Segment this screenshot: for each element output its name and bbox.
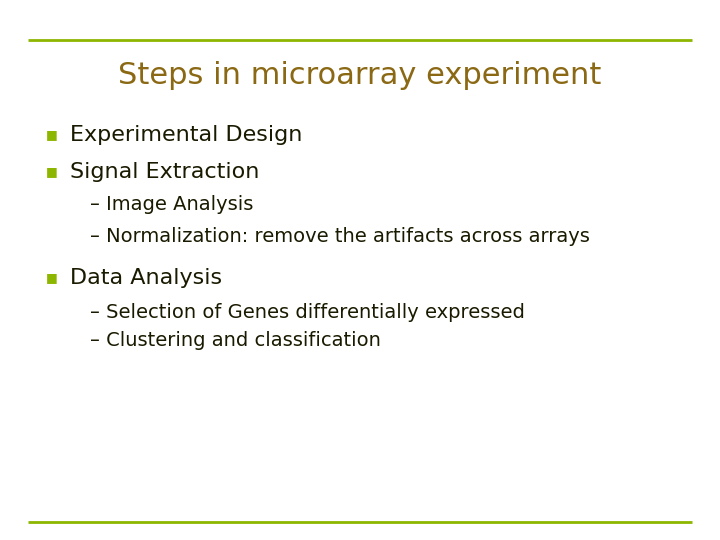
Text: Data Analysis: Data Analysis <box>70 268 222 288</box>
Text: Experimental Design: Experimental Design <box>70 125 302 145</box>
Text: ■: ■ <box>46 165 58 179</box>
Text: – Image Analysis: – Image Analysis <box>90 195 253 214</box>
Text: – Clustering and classification: – Clustering and classification <box>90 330 381 349</box>
Text: – Selection of Genes differentially expressed: – Selection of Genes differentially expr… <box>90 302 525 321</box>
Text: ■: ■ <box>46 129 58 141</box>
Text: Steps in microarray experiment: Steps in microarray experiment <box>118 60 602 90</box>
Text: Signal Extraction: Signal Extraction <box>70 162 259 182</box>
Text: – Normalization: remove the artifacts across arrays: – Normalization: remove the artifacts ac… <box>90 227 590 246</box>
Text: ■: ■ <box>46 272 58 285</box>
